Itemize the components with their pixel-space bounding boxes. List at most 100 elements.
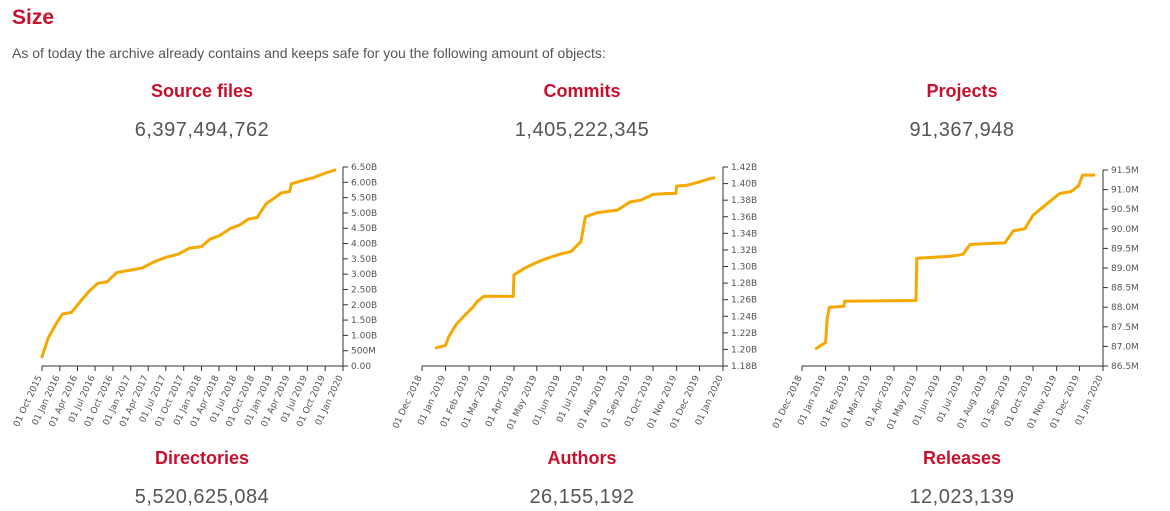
y-tick-label: 91.5M — [1111, 166, 1139, 176]
y-tick-label: 87.5M — [1111, 323, 1139, 333]
y-tick-label: 88.5M — [1111, 284, 1139, 294]
y-tick-label: 6.50B — [351, 163, 377, 173]
intro-text: As of today the archive already contains… — [12, 45, 606, 61]
data-point — [629, 200, 632, 204]
data-point — [200, 245, 203, 248]
y-tick-label: 4.50B — [351, 224, 377, 234]
y-tick-label: 3.50B — [351, 255, 377, 265]
data-point — [915, 256, 919, 260]
data-point — [279, 191, 283, 195]
data-point — [123, 269, 127, 273]
data-point — [698, 180, 701, 184]
y-tick-label: 1.18B — [731, 362, 757, 372]
data-point — [46, 337, 50, 340]
data-point — [512, 273, 516, 277]
data-point — [535, 261, 539, 264]
data-point — [164, 256, 168, 259]
stat-title-directories: Directories — [154, 448, 250, 468]
data-point — [949, 254, 953, 258]
data-point — [105, 280, 109, 284]
stat-title-source-files: Source files — [150, 81, 254, 101]
series-line — [814, 173, 1096, 350]
y-tick-label: 1.00B — [351, 331, 377, 341]
data-point — [255, 216, 259, 219]
y-tick-label: 3.00B — [351, 270, 377, 280]
data-point — [559, 252, 562, 256]
y-tick-label: 6.00B — [351, 178, 377, 188]
y-tick-label: 91.0M — [1111, 186, 1139, 196]
data-point — [596, 211, 599, 214]
stat-value-directories: 5,520,625,084 — [134, 486, 270, 508]
data-point — [825, 317, 829, 321]
data-point — [639, 198, 643, 202]
stat-value-projects: 91,367,948 — [909, 119, 1015, 141]
data-point — [264, 202, 268, 205]
series-line — [434, 176, 716, 350]
data-point — [1046, 202, 1049, 205]
y-tick-label: 2.00B — [351, 301, 377, 311]
y-tick-label: 1.36B — [731, 213, 757, 223]
data-point — [842, 305, 846, 308]
series-line — [40, 168, 337, 359]
data-point — [824, 341, 827, 344]
data-point — [815, 347, 818, 350]
data-point — [140, 266, 144, 270]
data-point — [1081, 173, 1084, 177]
data-point — [88, 289, 91, 293]
y-tick-label: 0.00 — [351, 362, 371, 372]
data-point — [482, 295, 485, 298]
y-tick-label: 1.40B — [731, 180, 757, 190]
y-tick-label: 5.50B — [351, 194, 377, 204]
y-tick-label: 90.5M — [1111, 205, 1139, 215]
stat-value-commits: 1,405,222,345 — [514, 119, 650, 141]
stat-value-releases: 12,023,139 — [909, 486, 1015, 508]
data-point — [1092, 173, 1096, 177]
y-tick-label: 88.0M — [1111, 303, 1139, 313]
y-tick-label: 89.5M — [1111, 244, 1139, 254]
y-tick-label: 1.20B — [731, 345, 757, 355]
y-tick-label: 1.22B — [731, 329, 757, 339]
data-point — [1077, 184, 1080, 187]
data-point — [40, 355, 44, 359]
y-tick-label: 2.50B — [351, 285, 377, 295]
data-point — [1031, 213, 1035, 217]
data-point — [1003, 241, 1007, 245]
y-tick-label: 90.0M — [1111, 225, 1139, 235]
data-point — [288, 190, 292, 193]
data-point — [1012, 229, 1015, 233]
data-point — [115, 271, 118, 274]
data-point — [712, 176, 716, 180]
data-point — [273, 196, 277, 199]
data-point — [152, 260, 156, 264]
data-point — [333, 168, 337, 172]
data-point — [444, 344, 447, 347]
data-point — [188, 246, 191, 250]
data-point — [70, 311, 73, 314]
data-point — [229, 226, 233, 230]
data-point — [579, 240, 583, 243]
y-tick-label: 1.28B — [731, 279, 757, 289]
data-point — [312, 176, 315, 179]
data-point — [208, 237, 212, 241]
data-point — [1069, 190, 1073, 193]
stat-value-source-files: 6,397,494,762 — [134, 119, 270, 141]
data-point — [914, 299, 918, 302]
data-point — [55, 321, 58, 325]
stat-title-projects: Projects — [926, 81, 998, 101]
y-tick-label: 1.24B — [731, 312, 757, 322]
y-tick-label: 1.32B — [731, 246, 757, 256]
y-tick-label: 1.50B — [351, 316, 377, 326]
data-point — [674, 192, 678, 195]
data-point — [454, 323, 458, 326]
stat-title-releases: Releases — [922, 448, 1002, 468]
y-tick-label: 4.00B — [351, 240, 377, 250]
stat-title-authors: Authors — [547, 448, 617, 468]
data-point — [546, 256, 549, 260]
data-point — [78, 300, 82, 303]
y-tick-label: 1.34B — [731, 229, 757, 239]
data-point — [1058, 192, 1061, 195]
data-point — [651, 193, 655, 196]
